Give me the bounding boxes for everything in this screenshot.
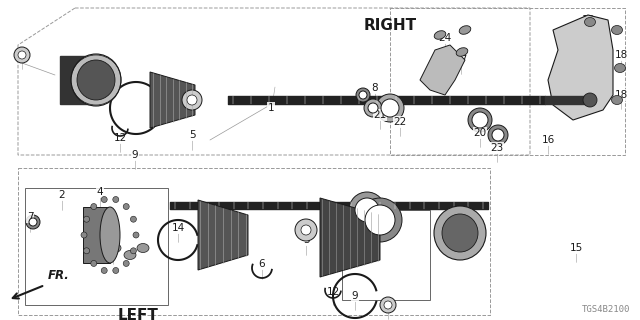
Circle shape xyxy=(355,198,379,222)
Circle shape xyxy=(492,129,504,141)
Text: 13: 13 xyxy=(460,217,474,227)
Ellipse shape xyxy=(434,31,446,39)
Circle shape xyxy=(384,301,392,309)
Polygon shape xyxy=(320,198,380,277)
Circle shape xyxy=(364,99,382,117)
Text: 3: 3 xyxy=(353,215,359,225)
Text: 16: 16 xyxy=(541,135,555,145)
Polygon shape xyxy=(60,56,96,104)
Circle shape xyxy=(91,204,97,210)
Text: 8: 8 xyxy=(372,83,378,93)
Circle shape xyxy=(381,99,399,117)
Text: 24: 24 xyxy=(438,33,452,43)
Ellipse shape xyxy=(456,48,468,56)
Ellipse shape xyxy=(611,95,623,105)
Circle shape xyxy=(187,95,197,105)
Circle shape xyxy=(349,192,385,228)
Text: 4: 4 xyxy=(97,187,103,197)
Circle shape xyxy=(359,91,367,99)
Ellipse shape xyxy=(614,63,625,73)
Ellipse shape xyxy=(109,244,121,252)
Text: 21: 21 xyxy=(373,110,387,120)
Circle shape xyxy=(583,93,597,107)
Ellipse shape xyxy=(611,26,623,35)
Text: TGS4B2100: TGS4B2100 xyxy=(582,305,630,314)
Circle shape xyxy=(365,205,395,235)
Circle shape xyxy=(131,216,136,222)
Text: FR.: FR. xyxy=(48,269,70,282)
Circle shape xyxy=(380,297,396,313)
Circle shape xyxy=(18,51,26,59)
Text: 19: 19 xyxy=(15,50,29,60)
Circle shape xyxy=(131,248,136,254)
Text: 14: 14 xyxy=(172,223,184,233)
Text: 19: 19 xyxy=(381,300,395,310)
Text: 12: 12 xyxy=(326,287,340,297)
Text: 5: 5 xyxy=(189,130,195,140)
Ellipse shape xyxy=(71,54,121,106)
Circle shape xyxy=(14,47,30,63)
Text: 9: 9 xyxy=(132,150,138,160)
Circle shape xyxy=(488,125,508,145)
Circle shape xyxy=(84,216,90,222)
Circle shape xyxy=(368,103,378,113)
Circle shape xyxy=(295,219,317,241)
Polygon shape xyxy=(198,200,248,270)
Ellipse shape xyxy=(124,251,136,260)
Polygon shape xyxy=(83,207,110,263)
Circle shape xyxy=(29,218,37,226)
Text: 18: 18 xyxy=(614,50,628,60)
Bar xyxy=(342,210,430,300)
Text: 12: 12 xyxy=(113,133,127,143)
Circle shape xyxy=(301,225,311,235)
Circle shape xyxy=(358,198,402,242)
Text: 13: 13 xyxy=(106,245,120,255)
Ellipse shape xyxy=(459,26,471,34)
Circle shape xyxy=(472,112,488,128)
Text: 10: 10 xyxy=(358,203,372,213)
Circle shape xyxy=(113,268,119,274)
Polygon shape xyxy=(420,45,465,95)
Text: RIGHT: RIGHT xyxy=(364,18,417,33)
Circle shape xyxy=(356,88,370,102)
Polygon shape xyxy=(548,15,613,120)
Polygon shape xyxy=(150,72,195,128)
Circle shape xyxy=(182,90,202,110)
Circle shape xyxy=(376,94,404,122)
Text: 22: 22 xyxy=(394,117,406,127)
Circle shape xyxy=(468,108,492,132)
Text: 18: 18 xyxy=(614,90,628,100)
Ellipse shape xyxy=(584,18,595,27)
Text: 20: 20 xyxy=(474,128,486,138)
Ellipse shape xyxy=(137,244,149,252)
Text: 5: 5 xyxy=(303,235,309,245)
Circle shape xyxy=(84,248,90,254)
Ellipse shape xyxy=(434,206,486,260)
Circle shape xyxy=(101,268,108,274)
Ellipse shape xyxy=(100,207,120,263)
Circle shape xyxy=(26,215,40,229)
Text: 18: 18 xyxy=(581,15,595,25)
Ellipse shape xyxy=(77,60,115,100)
Circle shape xyxy=(91,260,97,267)
Text: 9: 9 xyxy=(352,291,358,301)
Ellipse shape xyxy=(442,214,478,252)
Circle shape xyxy=(81,232,87,238)
Circle shape xyxy=(101,196,108,203)
Circle shape xyxy=(133,232,139,238)
Text: 23: 23 xyxy=(490,143,504,153)
Circle shape xyxy=(113,196,119,203)
Text: 2: 2 xyxy=(59,190,65,200)
Bar xyxy=(25,188,168,305)
Text: 6: 6 xyxy=(259,259,266,269)
Text: 1: 1 xyxy=(268,103,275,113)
Circle shape xyxy=(124,260,129,267)
Circle shape xyxy=(124,204,129,210)
Text: 7: 7 xyxy=(27,212,33,222)
Text: 11: 11 xyxy=(333,217,347,227)
Text: LEFT: LEFT xyxy=(118,308,159,320)
Text: 15: 15 xyxy=(570,243,582,253)
Text: 17: 17 xyxy=(454,55,468,65)
